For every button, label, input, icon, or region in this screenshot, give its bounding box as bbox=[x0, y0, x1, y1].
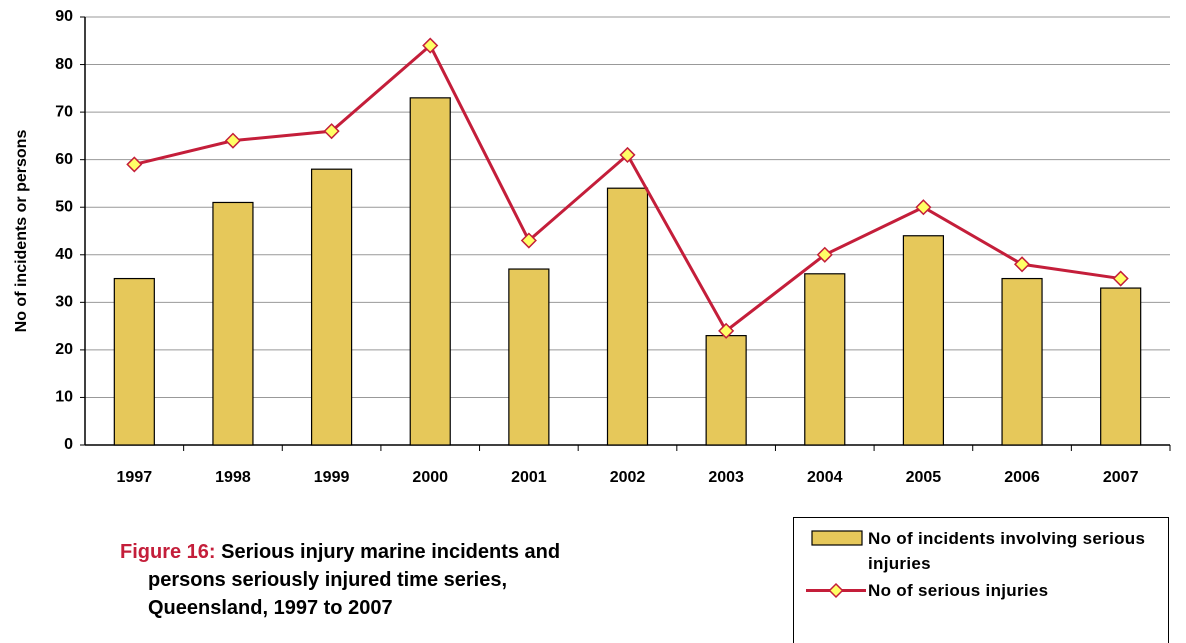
y-tick-label: 40 bbox=[55, 246, 73, 263]
legend-label: No of serious injuries bbox=[868, 581, 1049, 600]
line-marker bbox=[422, 37, 439, 54]
x-tick-label: 2006 bbox=[1004, 469, 1040, 486]
x-tick-label: 2002 bbox=[610, 469, 646, 486]
line-marker bbox=[619, 146, 636, 163]
line-marker bbox=[224, 132, 242, 149]
legend-item: No of incidents involving serious injuri… bbox=[804, 526, 1148, 576]
bar bbox=[409, 97, 451, 446]
line-marker bbox=[1112, 270, 1129, 287]
caption-label: Figure 16: bbox=[120, 541, 216, 563]
legend-marker bbox=[828, 582, 844, 599]
bar bbox=[606, 187, 649, 446]
legend-key bbox=[811, 530, 863, 546]
y-tick-label: 10 bbox=[55, 389, 73, 406]
x-tick-label: 1998 bbox=[215, 469, 251, 486]
legend-swatch bbox=[811, 530, 863, 546]
caption-line: Serious injury marine incidents and bbox=[221, 541, 561, 563]
y-tick-label: 90 bbox=[55, 8, 73, 25]
x-tick-label: 1997 bbox=[117, 469, 153, 486]
line-marker bbox=[915, 199, 932, 216]
legend-label: No of incidents involving serious injuri… bbox=[868, 529, 1146, 573]
caption-line: persons seriously injured time series, bbox=[148, 569, 508, 591]
bar bbox=[902, 235, 945, 446]
x-tick-label: 2005 bbox=[906, 469, 942, 486]
chart: No of incidents or persons 0 10 20 30 40 50 60… bbox=[13, 8, 1171, 486]
y-tick-label: 60 bbox=[55, 151, 73, 168]
bar bbox=[1001, 277, 1043, 446]
caption-text: Serious injury marine incidents and perso… bbox=[120, 541, 560, 622]
y-tick-label: 20 bbox=[55, 341, 73, 358]
x-tick-label: 2003 bbox=[708, 469, 744, 486]
y-axis-label: No of incidents or persons bbox=[13, 130, 30, 333]
x-tick-label: 2001 bbox=[511, 469, 547, 486]
bar bbox=[508, 268, 550, 446]
x-tick-label: 2000 bbox=[412, 469, 448, 486]
line-marker bbox=[816, 246, 833, 263]
legend-key bbox=[806, 582, 866, 599]
line-marker bbox=[520, 232, 537, 249]
y-tick-label: 50 bbox=[55, 198, 73, 215]
line-marker bbox=[718, 322, 735, 339]
y-tick-label: 30 bbox=[55, 294, 73, 311]
caption: Figure 16: Serious injury marine inciden… bbox=[120, 538, 560, 622]
bar bbox=[804, 273, 846, 446]
line-marker bbox=[126, 156, 143, 173]
bar bbox=[310, 168, 353, 446]
legend-item: No of serious injuries bbox=[804, 578, 1148, 603]
x-tick-label: 2004 bbox=[807, 469, 843, 486]
bar bbox=[1100, 287, 1142, 446]
y-tick-label: 0 bbox=[64, 436, 73, 453]
bar bbox=[705, 335, 747, 446]
line-marker bbox=[323, 123, 340, 140]
y-tick-label: 70 bbox=[55, 103, 73, 120]
x-tick-label: 2007 bbox=[1103, 469, 1139, 486]
y-tick-label: 80 bbox=[55, 56, 73, 73]
caption-line: Queensland, 1997 to 2007 bbox=[148, 597, 393, 619]
bar bbox=[113, 277, 155, 446]
x-tick-label: 1999 bbox=[314, 469, 350, 486]
bar bbox=[212, 201, 254, 446]
line-marker bbox=[1013, 256, 1031, 273]
legend: No of incidents involving serious injuri… bbox=[793, 517, 1169, 643]
